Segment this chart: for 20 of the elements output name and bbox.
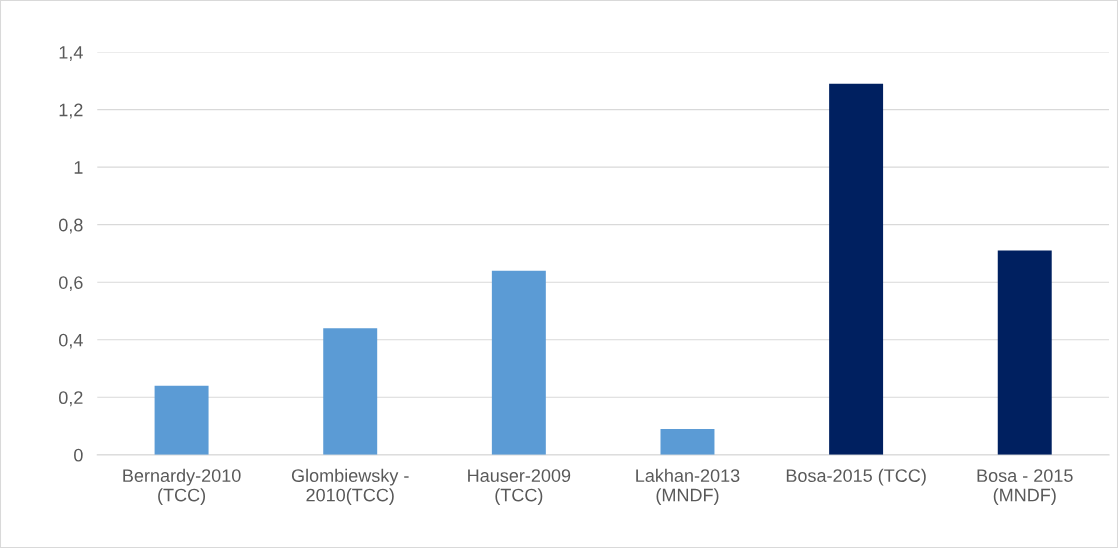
x-tick-label: Hauser-2009 (TCC): [468, 469, 571, 505]
y-tick-label: 0,6: [58, 276, 83, 292]
bar: [997, 250, 1052, 455]
x-tick-label: Lakhan-2013 (MNDF): [636, 468, 740, 505]
bar: [323, 328, 378, 455]
y-tick-label: 0,2: [58, 391, 83, 407]
x-tick-label: Bosa - 2015 (MNDF): [977, 469, 1073, 505]
x-tick-label: Bernardy-2010 (TCC): [123, 468, 241, 505]
x-tick-label: Glombiewsky - 2010(TCC): [291, 468, 409, 505]
y-tick-label: 1: [74, 161, 83, 174]
x-tick-label: Bosa-2015 (TCC): [786, 468, 926, 486]
y-tick-label: 0: [74, 448, 83, 462]
bar: [660, 428, 715, 455]
bar: [154, 385, 209, 455]
y-tick-label: 0,8: [58, 218, 83, 234]
y-tick-label: 1,2: [59, 103, 83, 119]
y-tick-label: 1,4: [59, 46, 83, 61]
y-tick-label: 0,4: [58, 333, 83, 349]
bar: [829, 83, 884, 455]
bar: [491, 270, 546, 455]
